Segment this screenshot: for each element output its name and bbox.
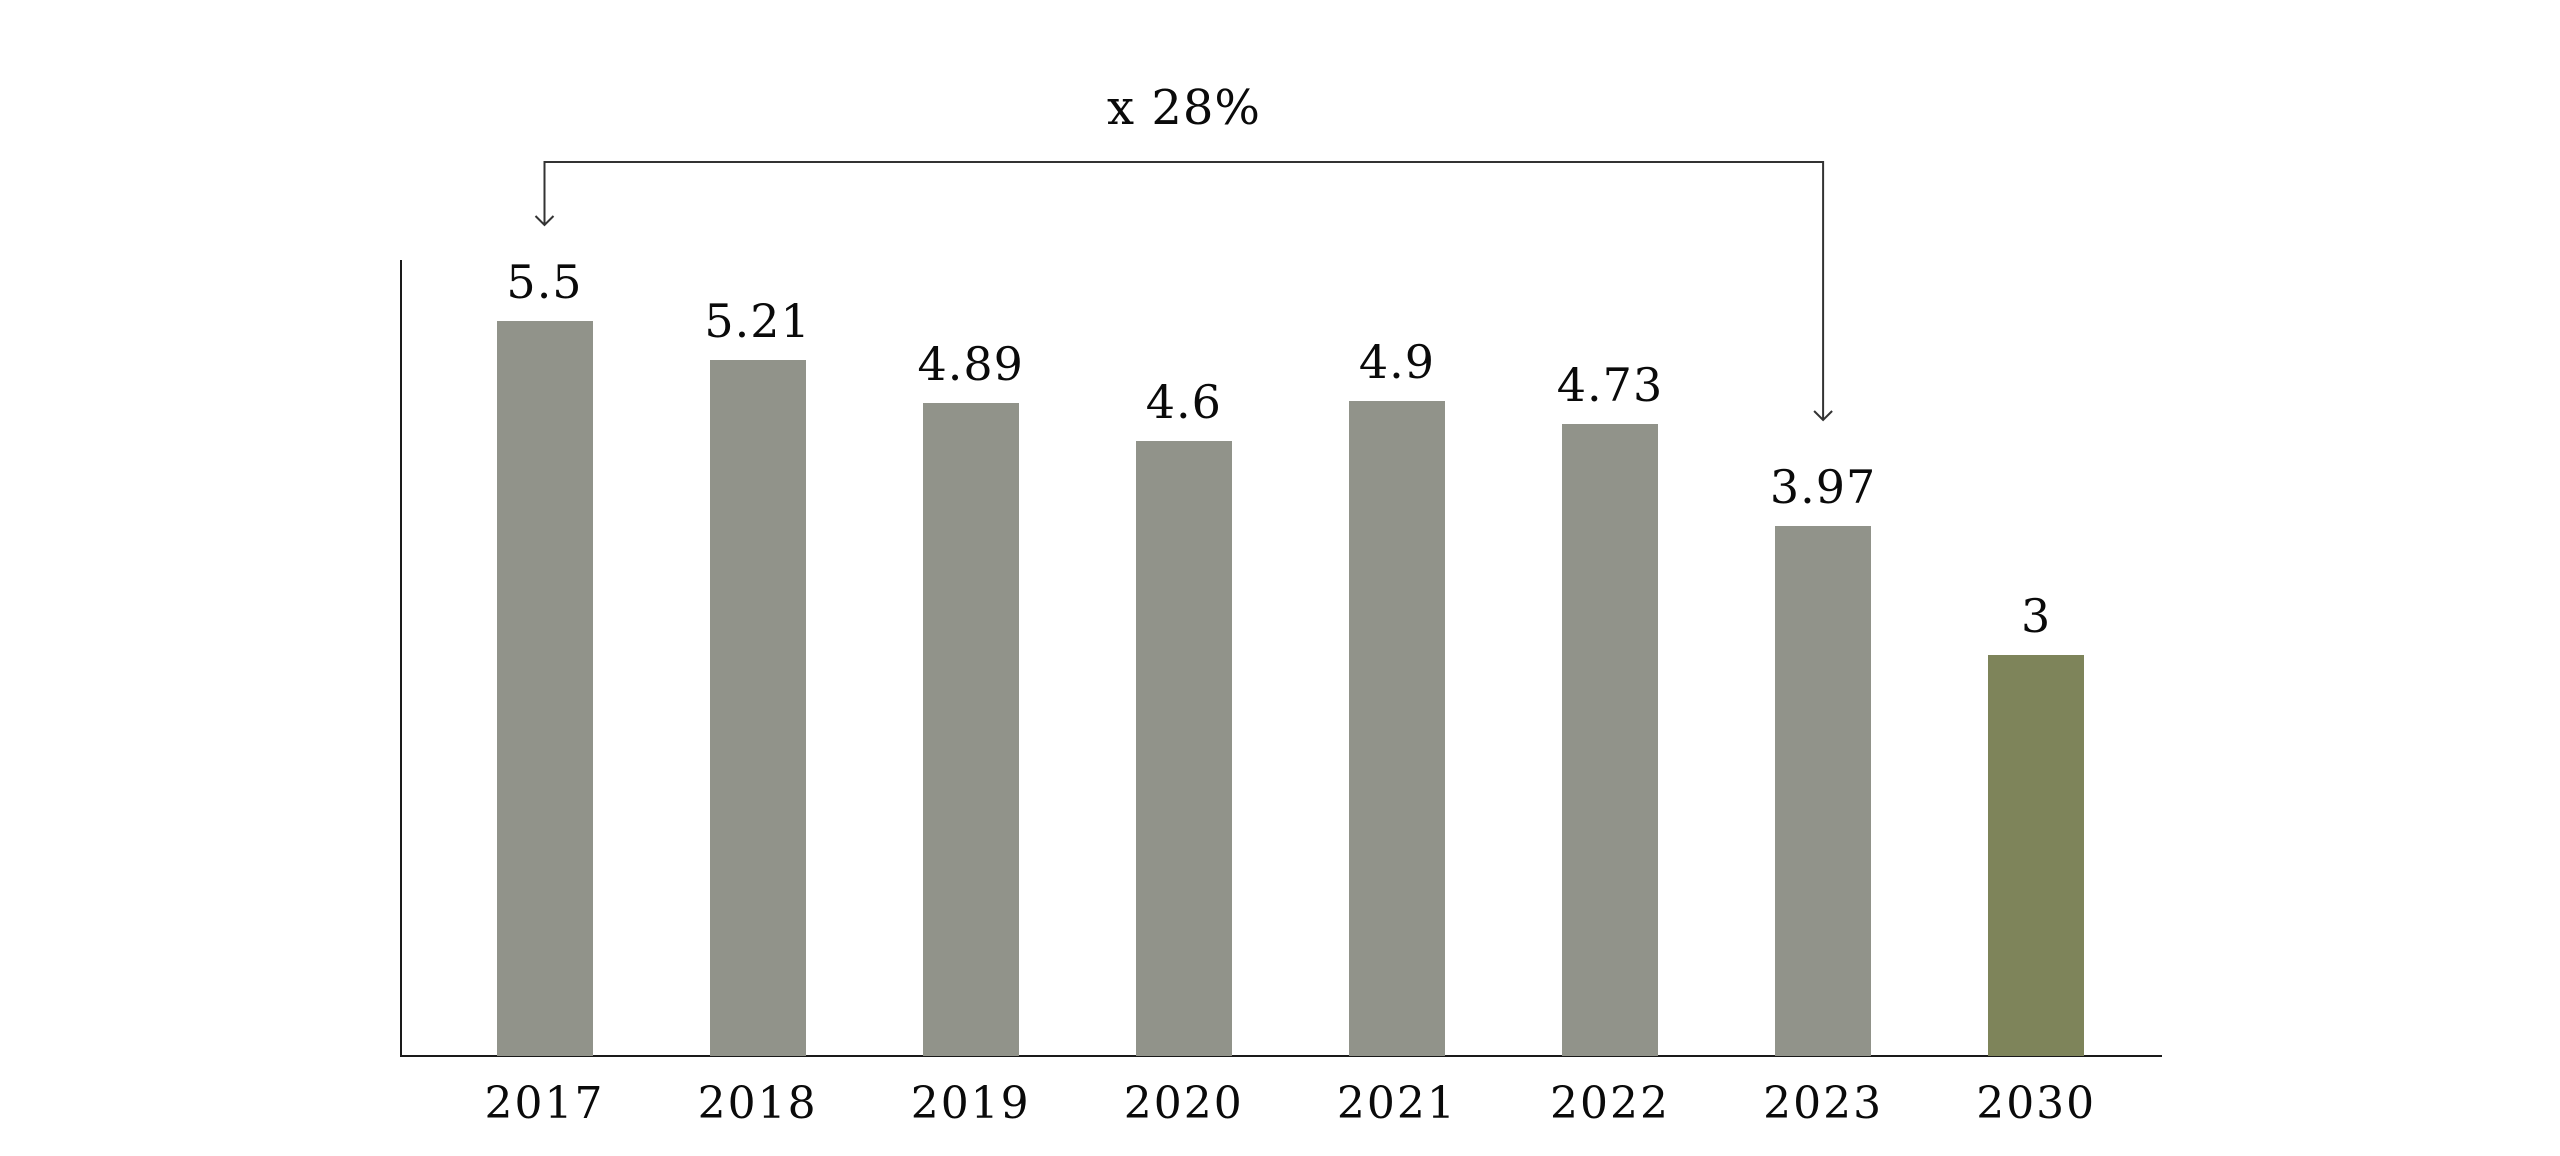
year-label-2018: 2018 xyxy=(697,1078,818,1129)
y-axis-line xyxy=(400,260,402,1057)
bar-2017 xyxy=(496,321,593,1056)
bar-2021 xyxy=(1348,401,1445,1056)
bar-2019 xyxy=(922,402,1019,1056)
value-label-2018: 5.21 xyxy=(704,293,811,348)
x-axis-line xyxy=(401,1055,2162,1057)
value-label-2022: 4.73 xyxy=(1556,358,1664,413)
bar-2022 xyxy=(1562,424,1658,1056)
bar-2030 xyxy=(1988,655,2085,1056)
year-label-2021: 2021 xyxy=(1336,1078,1457,1129)
bar-2023 xyxy=(1775,525,1872,1056)
year-label-2023: 2023 xyxy=(1763,1078,1884,1129)
year-label-2017: 2017 xyxy=(484,1078,605,1129)
year-label-2022: 2022 xyxy=(1550,1078,1670,1129)
year-label-2019: 2019 xyxy=(910,1078,1031,1129)
year-label-2030: 2030 xyxy=(1976,1078,2097,1129)
value-label-2019: 4.89 xyxy=(917,336,1024,391)
bar-2020 xyxy=(1135,441,1232,1056)
value-label-2020: 4.6 xyxy=(1145,375,1222,430)
value-label-2030: 3 xyxy=(2021,589,2052,644)
value-label-2021: 4.9 xyxy=(1358,335,1435,390)
value-label-2017: 5.5 xyxy=(506,255,583,310)
bar-2018 xyxy=(709,359,806,1056)
value-label-2023: 3.97 xyxy=(1769,459,1877,514)
annotation-label: x 28% xyxy=(1106,80,1262,136)
year-label-2020: 2020 xyxy=(1123,1078,1244,1129)
